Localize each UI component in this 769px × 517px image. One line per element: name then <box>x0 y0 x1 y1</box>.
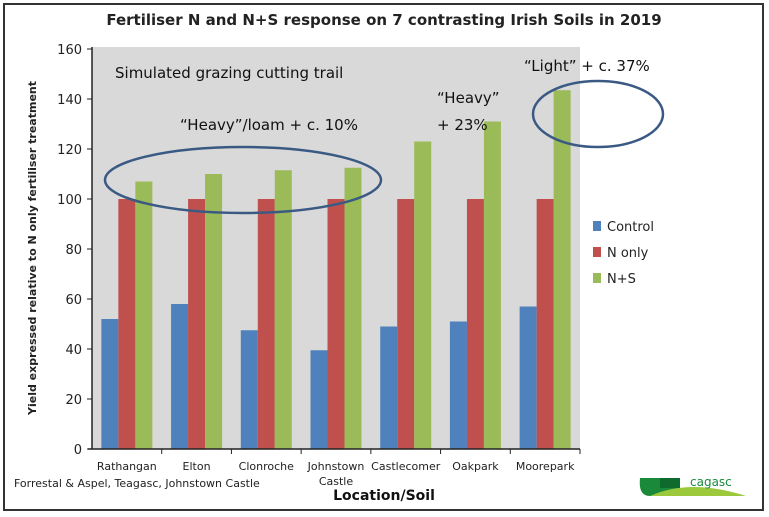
bar-control-johnstown-castle <box>310 350 328 449</box>
teagasc-logo: cagasc <box>639 475 746 496</box>
bar-control-castlecomer <box>380 326 398 449</box>
bar-control-moorepark <box>519 306 537 449</box>
legend-label: N+S <box>607 272 636 287</box>
bar-n-only-elton <box>188 199 206 449</box>
credit-text: Forrestal & Aspel, Teagasc, Johnstown Ca… <box>14 477 260 490</box>
bar-n-only-rathangan <box>118 199 136 449</box>
bar-n-only-johnstown-castle <box>327 199 345 449</box>
x-tick-label: Castlecomer <box>371 460 441 473</box>
x-tick-label: Clonroche <box>239 460 294 473</box>
x-tick-label: Castle <box>319 475 354 488</box>
bar-n-only-moorepark <box>536 199 554 449</box>
legend-label: N only <box>607 246 649 261</box>
bar-n-only-castlecomer <box>397 199 415 449</box>
bar-control-clonroche <box>240 330 258 449</box>
bar-n-s-clonroche <box>274 170 292 449</box>
bar-n-s-moorepark <box>553 90 571 449</box>
legend-swatch <box>593 273 601 283</box>
bar-control-oakpark <box>449 321 467 449</box>
y-tick-label: 40 <box>65 343 82 358</box>
annotation-heavy-line1: “Heavy” <box>437 89 500 107</box>
bar-n-s-rathangan <box>135 181 153 449</box>
bar-control-rathangan <box>101 319 119 449</box>
legend-label: Control <box>607 220 654 235</box>
y-axis-label: Yield expressed relative to N only ferti… <box>26 81 39 416</box>
legend-swatch <box>593 221 601 231</box>
bar-n-s-elton <box>205 174 223 449</box>
annotation-ellipse-heavy <box>103 145 383 215</box>
svg-text:cagasc: cagasc <box>690 475 732 489</box>
bar-n-s-castlecomer <box>414 141 432 449</box>
annotation-ellipse-light <box>531 79 665 149</box>
y-tick-label: 0 <box>74 443 82 458</box>
x-tick-label: Moorepark <box>516 460 575 473</box>
x-tick-label: Oakpark <box>452 460 499 473</box>
annotation-light: “Light” + c. 37% <box>524 57 650 75</box>
y-tick-label: 140 <box>57 93 82 108</box>
bar-control-elton <box>171 304 189 449</box>
x-tick-label: Elton <box>183 460 211 473</box>
y-tick-label: 20 <box>65 393 82 408</box>
x-axis-label: Location/Soil <box>333 488 435 504</box>
legend-swatch <box>593 247 601 257</box>
x-tick-label: Johnstown <box>307 460 365 473</box>
bar-n-s-johnstown-castle <box>344 167 362 449</box>
y-tick-label: 100 <box>57 193 82 208</box>
bar-n-s-oakpark <box>483 121 501 449</box>
x-tick-label: Rathangan <box>97 460 157 473</box>
bar-n-only-oakpark <box>466 199 484 449</box>
annotation-heavy-line2: + 23% <box>437 116 488 134</box>
y-tick-label: 80 <box>65 243 82 258</box>
annotation-trial: Simulated grazing cutting trail <box>115 64 343 82</box>
y-tick-label: 60 <box>65 293 82 308</box>
chart-title: Fertiliser N and N+S response on 7 contr… <box>106 11 661 29</box>
annotation-heavy-loam: “Heavy”/loam + c. 10% <box>180 116 358 134</box>
y-tick-label: 160 <box>57 43 82 58</box>
bar-n-only-clonroche <box>257 199 275 449</box>
y-tick-label: 120 <box>57 143 82 158</box>
